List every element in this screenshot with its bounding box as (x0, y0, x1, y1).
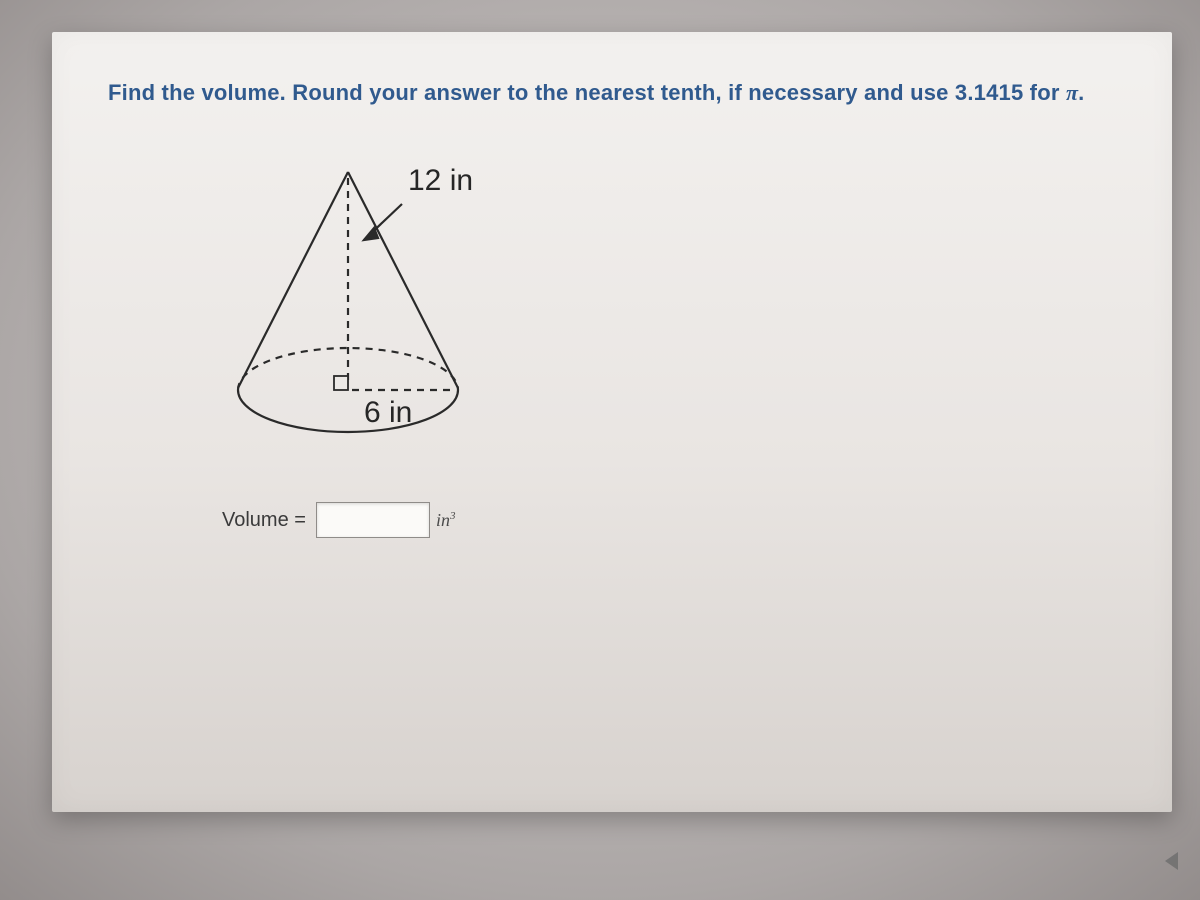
pi-symbol: π (1066, 80, 1078, 105)
question-prompt: Find the volume. Round your answer to th… (108, 80, 1116, 106)
question-panel: Find the volume. Round your answer to th… (52, 32, 1172, 812)
cone-figure: 12 in 6 in (218, 160, 558, 490)
prev-arrow-icon[interactable] (1165, 852, 1178, 870)
height-pointer-icon (364, 204, 402, 240)
height-label: 12 in (408, 164, 473, 198)
volume-label: Volume = (222, 509, 306, 532)
answer-row: Volume = in3 (222, 502, 455, 538)
cone-svg (218, 160, 558, 480)
unit-text: in (436, 510, 450, 530)
radius-label: 6 in (364, 396, 412, 430)
unit-exponent: 3 (450, 510, 456, 522)
prompt-text-before: Find the volume. Round your answer to th… (108, 80, 1066, 105)
prompt-text-after: . (1078, 80, 1084, 105)
monitor-screen: Find the volume. Round your answer to th… (0, 0, 1200, 900)
unit-label: in3 (436, 510, 456, 531)
volume-input[interactable] (316, 502, 430, 538)
